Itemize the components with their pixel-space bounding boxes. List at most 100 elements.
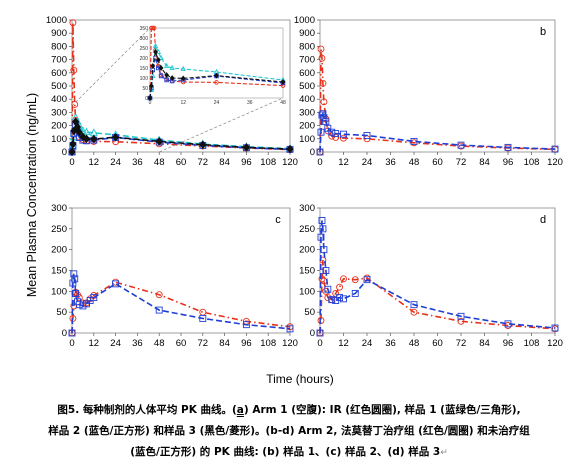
data-point [320,246,328,254]
inset-data-point [158,54,164,60]
y-tick-label: 200 [299,121,315,132]
data-point [286,325,294,333]
data-point [351,289,359,297]
x-tick-label: 0 [69,157,74,168]
x-tick-label: 84 [219,338,230,349]
x-tick-label: 96 [241,338,252,349]
data-point [457,312,465,320]
x-tick-label: 24 [110,157,121,168]
inset-data-point [280,79,286,85]
inset-data-point [150,25,156,31]
inset-data-point [164,77,169,83]
inset-data-point [180,65,186,71]
data-point [328,296,336,304]
data-point [75,301,83,309]
y-tick-label: 300 [51,203,67,214]
x-tick-label: 12 [338,338,349,349]
inset-data-point [158,65,164,71]
zoom-guide-line [71,27,151,107]
inset-data-point [214,72,219,79]
y-tick-label: 100 [51,134,67,145]
data-point [320,114,328,122]
y-tick-label: 300 [299,203,315,214]
x-tick-label: 60 [176,157,187,168]
data-point [155,291,163,299]
data-point [351,276,359,284]
data-point [199,140,207,150]
x-tick-label: 108 [524,157,540,168]
data-point [112,132,120,142]
data-point [504,320,512,328]
data-point [199,314,207,322]
zoom-guide-line [159,97,284,153]
y-tick-label: 0 [62,328,67,339]
y-tick-label: 300 [299,107,315,118]
y-tick-label: 1000 [46,15,67,26]
data-point [319,256,327,264]
inset-data-point [147,95,153,101]
data-point [155,137,163,146]
inset-x-tick-label: 12 [180,100,186,106]
y-tick-label: 100 [51,286,67,297]
x-tick-label: 120 [282,157,298,168]
data-point [328,128,336,136]
inset-data-point [163,62,170,68]
y-tick-label: 800 [51,41,67,52]
inset-data-point [150,63,156,69]
x-tick-label: 120 [282,338,298,349]
data-point [318,275,326,283]
data-point [155,306,163,314]
data-point [68,329,76,337]
data-point [363,132,371,139]
chart-panel-b: 0 100 200 300 400 500 600 700 800 900 1000 0 12 24 36 4… [294,15,563,168]
y-tick-label: 600 [51,68,67,79]
inset-y-tick-label: 350 [140,26,149,32]
caption-line-1: 图5. 每种制剂的人体平均 PK 曲线。(a) Arm 1 (空腹): IR (… [6,400,572,421]
y-tick-label: 600 [299,68,315,79]
x-tick-label: 72 [198,157,209,168]
data-point [363,276,371,284]
panel-letter: d [540,214,546,226]
y-tick-label: 900 [51,28,67,39]
inset-data-point [148,83,154,89]
x-tick-label: 12 [338,157,349,168]
inset-data-point [169,64,175,70]
data-point [68,147,76,157]
x-tick-label: 72 [198,338,209,349]
x-tick-label: 48 [409,157,420,168]
data-point [551,324,559,332]
data-point [112,280,120,288]
inset-data-point [169,75,175,81]
data-point [318,217,326,224]
caption-line-1-part-a: 图5. 每种制剂的人体平均 PK 曲线。( [57,404,237,416]
data-point [332,289,340,297]
x-tick-label: 72 [456,338,467,349]
inset-x-tick-label: 24 [214,100,220,106]
data-point [457,317,465,325]
x-tick-label: 24 [362,338,373,349]
x-tick-label: 96 [503,157,514,168]
x-tick-label: 108 [260,157,276,168]
data-point [72,289,80,297]
data-point [69,279,77,287]
data-point [319,225,327,233]
inset-series-line [149,27,284,99]
data-point [340,275,347,283]
y-tick-label: 50 [304,307,315,318]
series-line [71,114,291,153]
y-tick-label: 100 [299,286,315,297]
series-line [319,48,556,153]
inset-y-tick-label: 300 [140,36,149,42]
plot-area [319,19,556,153]
inset-series-line [149,43,284,99]
caption-line-3: (蓝色/正方形) 的 PK 曲线: (b) 样品 1、(c) 样品 2、(d) … [6,442,572,464]
y-tick-label: 500 [51,81,67,92]
data-point [336,294,344,302]
x-tick-label: 84 [479,338,490,349]
data-point [332,130,340,137]
x-tick-label: 24 [110,338,121,349]
data-point [317,233,325,241]
